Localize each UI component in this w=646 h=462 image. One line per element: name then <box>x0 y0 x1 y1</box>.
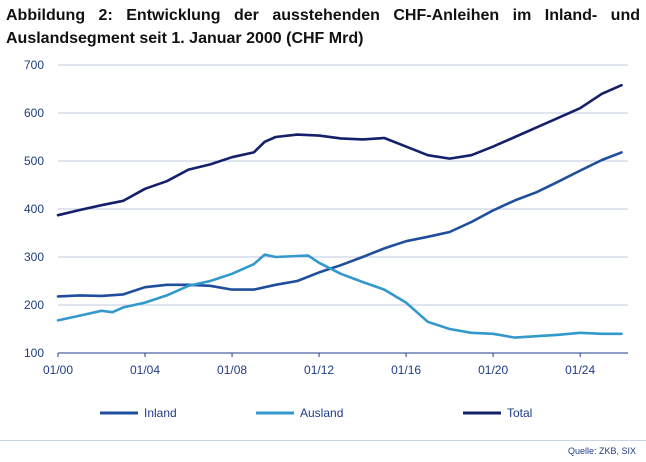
y-tick-label: 300 <box>24 250 44 264</box>
x-tick-label: 01/00 <box>43 363 73 377</box>
y-tick-label: 600 <box>24 106 44 120</box>
source-note: Quelle: ZKB, SIX <box>567 446 636 456</box>
y-tick-label: 700 <box>24 58 44 72</box>
series-line-ausland <box>56 253 623 339</box>
legend-label-inland: Inland <box>144 406 177 420</box>
legend-label-total: Total <box>507 406 532 420</box>
series-line-inland <box>56 151 623 298</box>
chart-svg: 100 200 300 400 500 600 700 01/00 01/04 01/08 01/1… <box>24 58 628 420</box>
legend-label-ausland: Ausland <box>300 406 343 420</box>
chart-title-line-2: Auslandsegment seit 1. Januar 2000 (CHF … <box>6 30 364 47</box>
footer-rule <box>0 440 646 441</box>
y-tick-label: 400 <box>24 202 44 216</box>
series-line-total <box>56 83 623 217</box>
x-tick-label: 01/20 <box>478 363 508 377</box>
x-tick-label: 01/08 <box>217 363 247 377</box>
x-tick-label: 01/24 <box>565 363 595 377</box>
y-tick-label: 200 <box>24 298 44 312</box>
x-tick-label: 01/04 <box>130 363 160 377</box>
x-tick-label: 01/12 <box>304 363 334 377</box>
x-tick-label: 01/16 <box>391 363 421 377</box>
y-tick-label: 100 <box>24 346 44 360</box>
chart-title: Abbildung 2: Entwicklung der ausstehende… <box>6 4 640 50</box>
chart-title-line-1: Abbildung 2: Entwicklung der ausstehende… <box>6 7 640 24</box>
y-tick-label: 500 <box>24 154 44 168</box>
